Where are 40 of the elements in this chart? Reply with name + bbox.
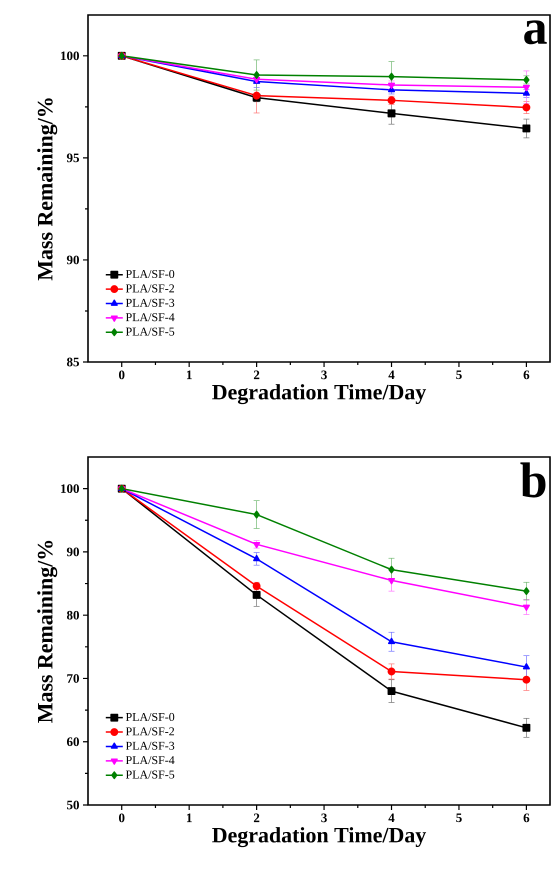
y-tick-label: 90: [66, 548, 79, 556]
x-tick-label: 5: [456, 370, 462, 380]
y-tick-label: 70: [67, 674, 79, 683]
legend-label: PLA/SF-3: [126, 298, 174, 307]
x-tick-label: 2: [254, 814, 260, 822]
x-tick-label: 6: [524, 370, 530, 380]
legend-label: PLA/SF-5: [126, 770, 174, 779]
legend-label: PLA/SF-4: [126, 313, 175, 322]
legend-label: PLA/SF-3: [126, 742, 174, 750]
y-tick-label: 50: [67, 800, 79, 810]
x-tick-label: 5: [456, 814, 462, 822]
legend-label: PLA/SF-4: [126, 756, 175, 764]
x-axis-title: Degradation Time/Day: [212, 827, 426, 848]
x-tick-label: 3: [321, 814, 327, 822]
y-axis-title: Mass Remaining/%: [37, 98, 58, 280]
x-tick-label: 0: [118, 814, 124, 822]
legend-label: PLA/SF-5: [126, 328, 174, 336]
x-tick-label: 4: [388, 370, 395, 380]
y-axis-title: Mass Remaining/%: [37, 540, 58, 723]
x-tick-label: 1: [186, 370, 192, 380]
x-tick-label: 0: [118, 370, 124, 380]
legend-label: PLA/SF-2: [126, 727, 174, 736]
y-tick-label: 95: [66, 154, 80, 162]
annotation: a: [524, 20, 547, 44]
x-tick-label: 4: [388, 814, 395, 822]
legend-label: PLA/SF-0: [126, 270, 174, 278]
x-tick-label: 6: [524, 814, 530, 822]
legend-label: PLA/SF-0: [126, 712, 174, 721]
y-tick-label: 60: [66, 737, 79, 746]
x-tick-label: 3: [321, 370, 327, 380]
legend-label: PLA/SF-2: [126, 284, 174, 292]
x-tick-label: 1: [186, 814, 192, 822]
x-tick-label: 2: [254, 370, 260, 380]
y-tick-label: 80: [66, 610, 79, 620]
y-tick-label: 85: [66, 358, 80, 366]
y-tick-label: 100: [61, 51, 79, 60]
annotation: b: [520, 462, 546, 498]
y-tick-label: 90: [66, 256, 79, 264]
x-axis-title: Degradation Time/Day: [212, 384, 426, 404]
y-tick-label: 100: [61, 484, 79, 494]
